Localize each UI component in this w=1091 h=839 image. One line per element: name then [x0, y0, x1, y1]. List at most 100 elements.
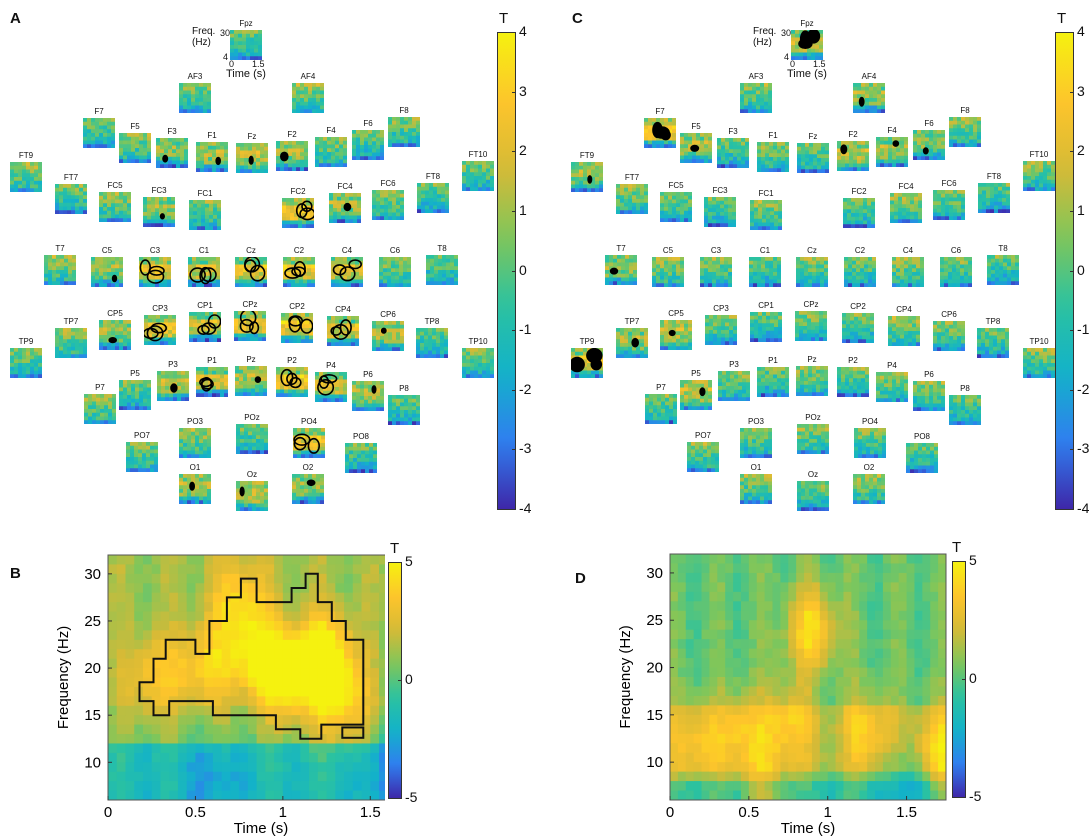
- tile-cell: [151, 283, 156, 287]
- tile-cell: [220, 145, 225, 150]
- tile-cell: [123, 148, 128, 153]
- tile-cell: [372, 403, 377, 408]
- tile-cell: [209, 315, 214, 320]
- tile-cell: [83, 354, 87, 358]
- tile-cell: [396, 398, 401, 403]
- tile-cell: [172, 333, 176, 338]
- tile-cell: [437, 194, 442, 199]
- tile-cell: [99, 203, 104, 208]
- tile-cell: [152, 315, 157, 320]
- tile-cell: [372, 205, 377, 210]
- tile-cell: [195, 439, 200, 444]
- tile-cell: [160, 341, 165, 345]
- tile-cell: [244, 169, 249, 173]
- tile-cell: [304, 477, 309, 482]
- tile-cell: [636, 184, 641, 189]
- tile-cell: [817, 143, 822, 148]
- topo-tile-heatmap: [55, 328, 87, 358]
- tile-cell: [876, 140, 881, 145]
- tile-cell: [355, 319, 359, 324]
- tile-cell: [191, 435, 196, 440]
- tile-cell: [252, 161, 257, 166]
- tile-cell: [217, 226, 221, 230]
- topo-tile-af4-a: [292, 83, 324, 113]
- panel-letter-b: B: [10, 565, 21, 582]
- tile-cell: [490, 161, 494, 166]
- tile-cell: [329, 200, 334, 205]
- tile-cell: [700, 133, 705, 138]
- tile-cell: [248, 424, 253, 429]
- tile-cell: [289, 335, 294, 340]
- tile-cell: [466, 176, 471, 181]
- tile-cell: [917, 133, 922, 138]
- tile-cell: [777, 160, 782, 165]
- tile-cell: [660, 207, 665, 212]
- tile-cell: [99, 283, 104, 287]
- tile-cell: [123, 406, 128, 410]
- tile-cell: [303, 275, 308, 280]
- tile-cell: [729, 141, 734, 146]
- tile-cell: [777, 168, 782, 172]
- tile-cell: [248, 499, 253, 504]
- tile-cell: [164, 322, 169, 327]
- tile-cell: [201, 226, 206, 230]
- tile-cell: [135, 155, 140, 160]
- tile-cell: [213, 323, 218, 328]
- tile-cell: [320, 101, 324, 106]
- tile-cell: [756, 90, 761, 95]
- tile-cell: [337, 215, 342, 220]
- tile-cell: [302, 224, 307, 228]
- tile-cell: [256, 488, 261, 493]
- tile-cell: [127, 391, 132, 396]
- tile-cell: [339, 334, 344, 339]
- tile-cell: [660, 192, 665, 197]
- tile-cell: [259, 373, 264, 378]
- tile-cell: [768, 98, 772, 103]
- tile-cell: [244, 431, 249, 436]
- tile-cell: [243, 384, 248, 389]
- tile-cell: [304, 382, 308, 387]
- tile-cell: [308, 94, 313, 99]
- tile-cell: [67, 199, 72, 204]
- tile-cell: [108, 405, 113, 410]
- tile-cell: [250, 311, 255, 316]
- tile-cell: [575, 165, 580, 170]
- tile-cell: [400, 124, 405, 129]
- tile-cell: [169, 371, 174, 376]
- tile-cell: [433, 190, 438, 195]
- tile-cell: [345, 211, 350, 216]
- tile-cell: [204, 160, 209, 165]
- tile-cell: [301, 339, 306, 343]
- tile-cell: [150, 442, 155, 447]
- topo-tile-heatmap: [99, 192, 131, 222]
- tile-cell: [205, 207, 210, 212]
- tile-cell: [768, 101, 772, 106]
- tile-cell: [433, 186, 438, 191]
- tile-cell: [139, 133, 144, 138]
- tile-cell: [294, 220, 299, 225]
- tile-cell: [368, 403, 373, 408]
- tile-cell: [305, 331, 310, 336]
- tile-cell: [355, 272, 360, 277]
- tile-cell: [251, 384, 256, 389]
- tile-cell: [189, 334, 194, 339]
- tile-cell: [313, 428, 318, 433]
- tile-cell: [191, 86, 196, 91]
- electrode-label-f8-c: F8: [960, 106, 970, 115]
- tile-cell: [304, 109, 309, 113]
- topo-tile-heatmap: [292, 83, 324, 113]
- tile-cell: [310, 213, 314, 218]
- tile-cell: [55, 206, 60, 211]
- tile-cell: [144, 341, 149, 345]
- tile-cell: [142, 464, 147, 469]
- tile-cell: [238, 48, 243, 53]
- significance-mark: [249, 264, 266, 282]
- tile-cell: [700, 136, 705, 141]
- tile-cell: [38, 370, 42, 375]
- tile-cell: [10, 363, 15, 368]
- tile-cell: [119, 192, 124, 197]
- tile-cell: [291, 257, 296, 262]
- inset-ylabel-line2-a: (Hz): [192, 37, 211, 48]
- tile-cell: [440, 328, 445, 333]
- tile-cell: [26, 173, 31, 178]
